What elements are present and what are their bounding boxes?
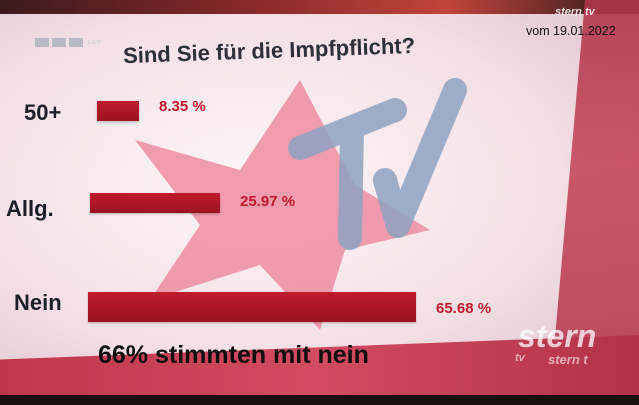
value-label-nein: 65.68 %: [436, 300, 492, 317]
rtl-live-logo: Live: [35, 38, 101, 47]
category-label-50plus: 50+: [24, 100, 62, 125]
stern-watermark: stern: [518, 318, 597, 354]
category-label-allg: Allg.: [6, 196, 54, 221]
bar-nein: [88, 292, 416, 322]
logo-block-icon: [69, 38, 83, 47]
logo-block-icon: [52, 38, 66, 47]
tv-logo-icon: [288, 78, 467, 250]
bar-50plus: [97, 101, 139, 121]
stern-small-watermark: stern t: [548, 352, 588, 367]
pink-star-icon: [135, 80, 430, 330]
bar-allg: [90, 193, 220, 213]
top-band: [0, 0, 639, 14]
live-tag: Live: [88, 39, 101, 46]
channel-mark: stern tv: [555, 6, 595, 18]
bottom-black-edge: [0, 395, 639, 405]
value-label-50plus: 8.35 %: [159, 98, 206, 115]
category-label-nein: Nein: [14, 290, 62, 315]
tv-watermark: tv: [515, 352, 525, 364]
logo-block-icon: [35, 38, 49, 47]
value-label-allg: 25.97 %: [240, 193, 296, 210]
date-label: vom 19.01.2022: [526, 24, 616, 38]
result-caption: 66% stimmten mit nein: [98, 341, 369, 369]
